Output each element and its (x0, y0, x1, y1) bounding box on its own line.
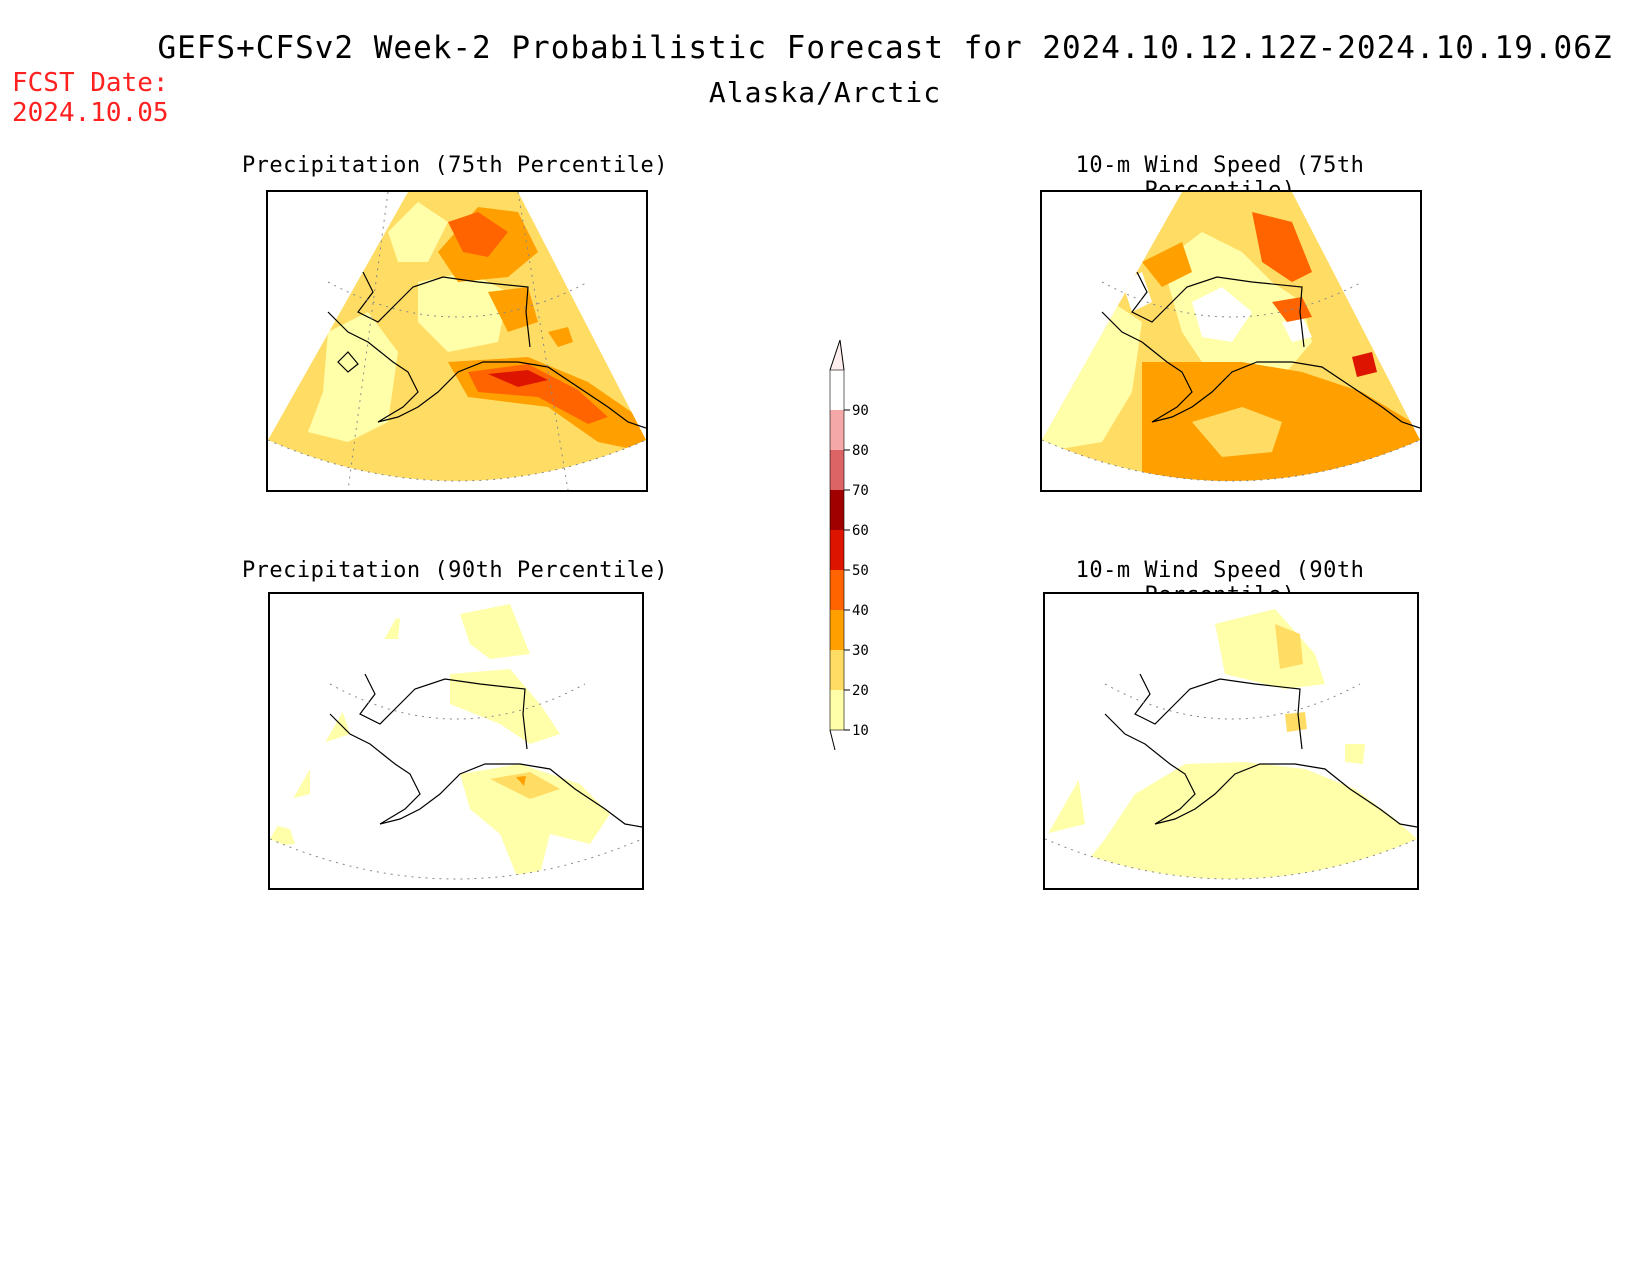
fill-10-20 (460, 764, 610, 879)
legend-tick-label: 50 (852, 563, 869, 579)
latitude-line (1101, 281, 1363, 318)
legend-swatch (830, 450, 844, 490)
fill-50-60 (1352, 352, 1377, 377)
legend-tick-label: 10 (852, 723, 869, 739)
fill-30-40 (548, 327, 573, 347)
legend-swatch (830, 490, 844, 530)
fill-10-20 (270, 824, 295, 846)
fill-50-60 (488, 370, 548, 387)
fill-10-20 (1042, 302, 1142, 452)
fill-40-50 (1252, 212, 1312, 282)
map-panel-precip75 (266, 190, 648, 492)
region-subtitle: Alaska/Arctic (708, 76, 942, 109)
coastline (357, 271, 531, 348)
fill-30-40 (488, 287, 538, 332)
latitude-line (1045, 838, 1417, 880)
coastline (327, 311, 646, 429)
longitude-line (517, 192, 569, 490)
fill-below-10 (270, 594, 642, 879)
fcst-date-value: 2024.10.05 (12, 98, 169, 128)
fill-10-20 (450, 669, 560, 744)
fill-below-10 (1192, 287, 1252, 342)
panel-title-precip75: Precipitation (75th Percentile) (241, 153, 669, 178)
legend-top-cap (829, 339, 845, 371)
coastline (1131, 271, 1305, 348)
fill-20-30 (1285, 712, 1307, 732)
fill-20-30 (1192, 407, 1282, 457)
coastline (329, 713, 642, 828)
fill-20-30 (1275, 624, 1303, 669)
legend-tick-label: 60 (852, 523, 869, 539)
legend-swatch (830, 530, 844, 570)
legend-tick-label: 90 (852, 403, 869, 419)
fill-10-20 (1345, 744, 1365, 764)
legend-swatch (830, 410, 844, 450)
fill-20-30 (490, 772, 560, 799)
legend-swatch (830, 610, 844, 650)
map-panel-precip90 (268, 592, 644, 890)
fill-30-40 (516, 776, 526, 786)
latitude-line (270, 838, 642, 880)
map-panel-wind75 (1040, 190, 1422, 492)
legend-swatch (830, 690, 844, 730)
coastline (1104, 713, 1417, 828)
fill-30-40 (1142, 242, 1192, 287)
legend-bottom-cap (830, 730, 844, 750)
color-legend-bar: 90 80 70 60 50 40 30 20 10 (820, 339, 869, 750)
latitude-line (1104, 683, 1361, 720)
panel-title-precip90: Precipitation (90th Percentile) (241, 558, 669, 583)
fill-10-20 (290, 754, 310, 799)
fill-10-20 (418, 272, 508, 352)
fill-10-20 (1045, 762, 1417, 879)
longitude-line (347, 192, 389, 490)
legend-swatch (830, 570, 844, 610)
latitude-line (327, 281, 589, 318)
color-legend: 90 80 70 60 50 40 30 20 10 (820, 330, 900, 750)
fill-below-10 (1282, 317, 1312, 342)
legend-tick-label: 80 (852, 443, 869, 459)
legend-tick-label: 20 (852, 683, 869, 699)
coastline (359, 673, 528, 750)
fill-10-20 (308, 312, 398, 442)
fill-40-50 (448, 212, 508, 257)
legend-swatch (830, 370, 844, 410)
fill-10-20 (460, 604, 530, 659)
legend-border (829, 369, 845, 731)
legend-swatch (830, 650, 844, 690)
fill-10-20 (388, 202, 448, 262)
coastline (1134, 673, 1303, 750)
map-title: GEFS+CFSv2 Week-2 Probabilistic Forecast… (157, 30, 1613, 66)
legend-tick-label: 30 (852, 643, 869, 659)
legend-tick-label: 40 (852, 603, 869, 619)
legend-tick-label: 70 (852, 483, 869, 499)
fill-10-20 (1215, 609, 1325, 689)
coastline (337, 351, 359, 373)
map-panel-wind90 (1043, 592, 1419, 890)
fill-10-20 (1045, 754, 1085, 834)
fcst-date-label: FCST Date: (12, 68, 169, 98)
coastline (1101, 311, 1420, 429)
latitude-line (329, 683, 586, 720)
